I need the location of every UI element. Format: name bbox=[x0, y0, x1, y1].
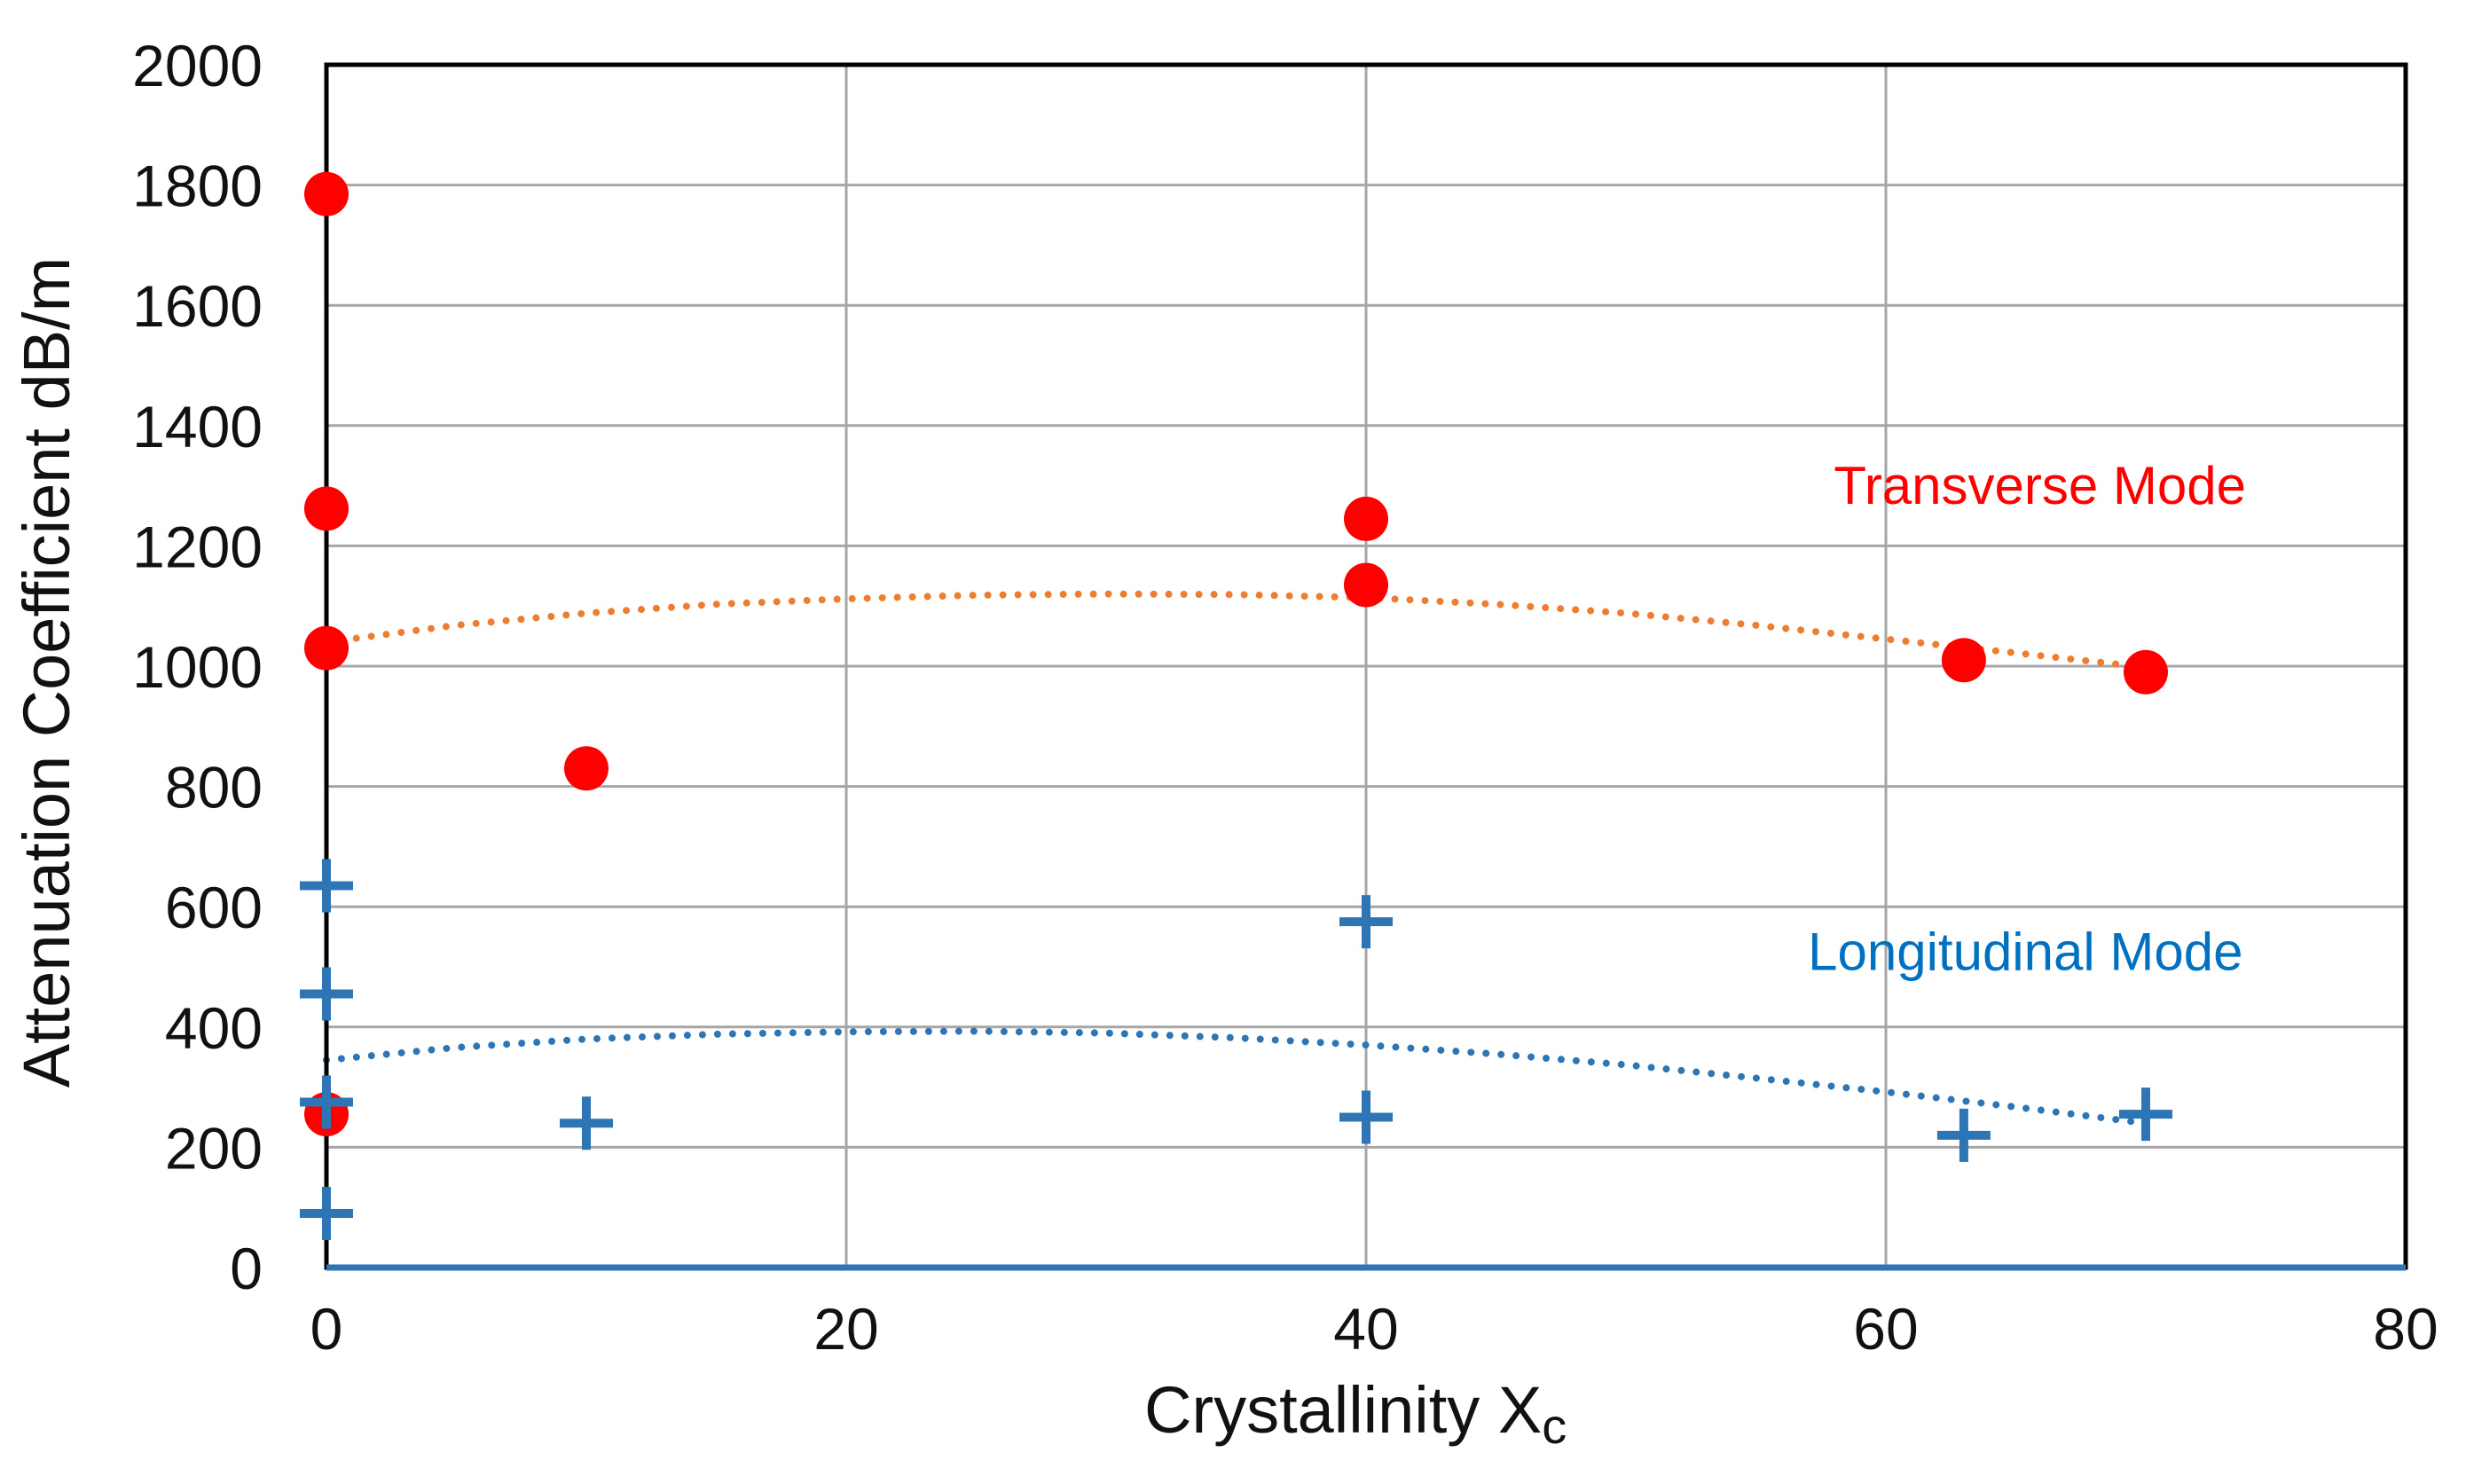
longitudinal-mode-point bbox=[300, 1186, 353, 1240]
longitudinal-mode-point bbox=[2119, 1087, 2172, 1142]
longitudinal-mode-trend-line bbox=[323, 1027, 2149, 1127]
series-label: Transverse Mode bbox=[1834, 456, 2246, 515]
y-tick-label: 1600 bbox=[132, 273, 263, 339]
x-axis-title: Crystallinity Xc bbox=[1144, 1373, 1567, 1454]
grid bbox=[326, 65, 2406, 1268]
y-tick-label: 600 bbox=[165, 875, 263, 940]
y-tick-label: 0 bbox=[230, 1236, 263, 1301]
longitudinal-mode-point bbox=[1339, 1090, 1393, 1144]
x-tick-label: 40 bbox=[1333, 1296, 1398, 1362]
transverse-mode-point bbox=[564, 746, 609, 791]
transverse-mode-point bbox=[2124, 649, 2168, 695]
tick-labels: 0 200 400 600 800 1000 1200 1400 1600 1800 2000 0 20… bbox=[132, 33, 2439, 1362]
longitudinal-mode-point bbox=[300, 859, 353, 913]
y-tick-label: 1000 bbox=[132, 634, 263, 700]
y-tick-label: 1200 bbox=[132, 514, 263, 579]
transverse-mode-point bbox=[304, 625, 349, 671]
y-tick-label: 200 bbox=[165, 1115, 263, 1181]
y-tick-label: 400 bbox=[165, 995, 263, 1061]
x-axis-title-subscript: c bbox=[1542, 1398, 1567, 1454]
transverse-mode-point bbox=[1344, 496, 1388, 541]
longitudinal-mode-point bbox=[560, 1096, 613, 1150]
x-axis-title-text: Crystallinity X bbox=[1144, 1373, 1542, 1447]
longitudinal-mode-point bbox=[300, 1075, 353, 1129]
x-tick-label: 20 bbox=[813, 1296, 878, 1362]
y-tick-label: 800 bbox=[165, 755, 263, 821]
transverse-mode-point bbox=[1344, 562, 1388, 608]
y-axis-title: Attenuation Coefficient dB/m bbox=[10, 257, 83, 1088]
trend-lines bbox=[323, 590, 2149, 1127]
series-labels: Transverse Mode Longitudinal Mode bbox=[1808, 456, 2246, 981]
transverse-mode-point bbox=[1941, 638, 1986, 683]
data-points bbox=[300, 171, 2172, 1240]
longitudinal-mode-point bbox=[300, 967, 353, 1021]
x-tick-label: 60 bbox=[1853, 1296, 1918, 1362]
series-label: Longitudinal Mode bbox=[1808, 922, 2242, 981]
y-tick-label: 2000 bbox=[132, 33, 263, 98]
transverse-mode-point bbox=[304, 486, 349, 531]
x-tick-label: 80 bbox=[2373, 1296, 2438, 1362]
x-tick-label: 0 bbox=[310, 1296, 343, 1362]
y-tick-label: 1400 bbox=[132, 394, 263, 459]
longitudinal-mode-point bbox=[1339, 895, 1393, 949]
transverse-mode-point bbox=[304, 171, 349, 216]
longitudinal-mode-point bbox=[1936, 1108, 1991, 1162]
y-tick-label: 1800 bbox=[132, 153, 263, 219]
transverse-mode-trend-line bbox=[323, 590, 2149, 671]
